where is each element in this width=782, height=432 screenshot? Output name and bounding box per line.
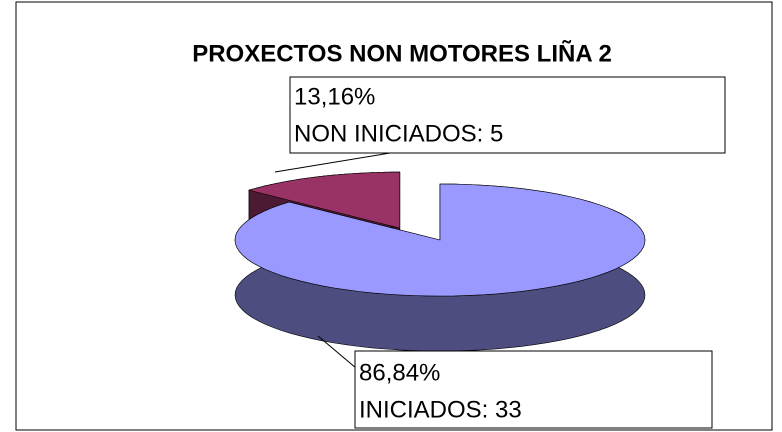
data-label: 13,16% xyxy=(294,83,375,110)
leader-line xyxy=(317,335,357,369)
data-label: NON INICIADOS: 5 xyxy=(294,120,503,147)
pie xyxy=(234,171,646,352)
data-label: 86,84% xyxy=(359,359,440,386)
slice xyxy=(247,171,401,229)
data-label: INICIADOS: 33 xyxy=(359,396,522,423)
label-box xyxy=(289,76,726,154)
slice xyxy=(234,183,646,297)
label-box xyxy=(354,350,713,429)
chart-title: PROXECTOS NON MOTORES LIÑA 2 xyxy=(192,39,612,67)
leader-line xyxy=(274,152,391,173)
